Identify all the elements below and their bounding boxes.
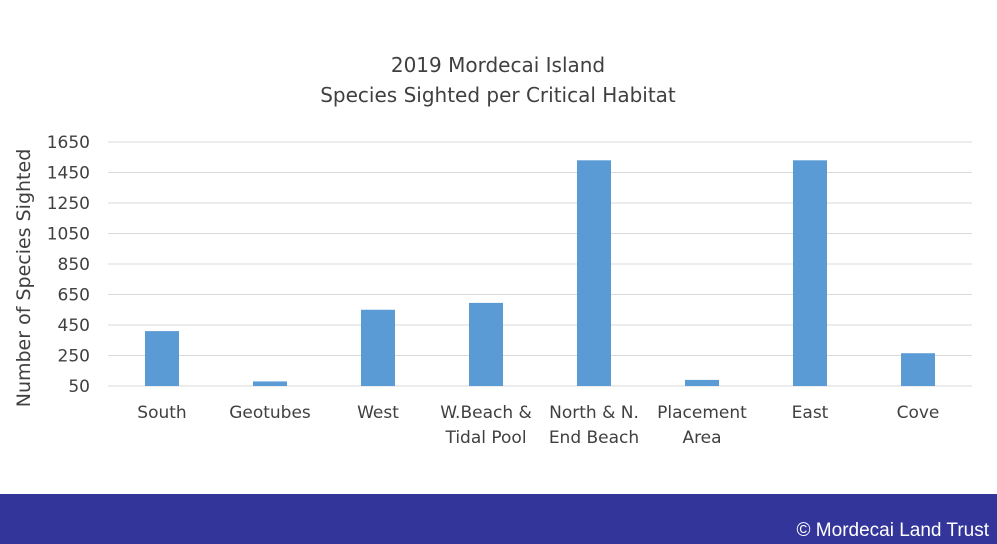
x-tick-label: East: [792, 403, 829, 423]
y-axis-ticks: 50 250 450 650 850 1050 1250 1450 1650: [47, 133, 90, 397]
chart-title-line: 2019 Mordecai Island: [391, 53, 605, 77]
footer-bar: © Mordecai Land Trust: [0, 494, 997, 544]
x-tick-label: Geotubes: [229, 403, 311, 423]
x-tick-label-line: W.Beach &: [440, 403, 532, 423]
bar: [361, 309, 395, 386]
x-axis-ticks: South Geotubes West W.Beach & Tidal Pool Nort…: [137, 403, 939, 448]
x-tick-label: Placement Area: [657, 403, 747, 448]
y-tick-label: 1250: [47, 194, 90, 214]
x-tick-label: South: [137, 403, 186, 423]
y-tick-label: 250: [58, 347, 90, 367]
y-tick-label: 1050: [47, 225, 90, 245]
chart-title: 2019 Mordecai Island Species Sighted per …: [320, 53, 676, 107]
bar: [577, 160, 611, 386]
x-tick-label: W.Beach & Tidal Pool: [440, 403, 532, 448]
gridlines: [108, 141, 972, 387]
bar: [793, 160, 827, 386]
bar-chart: 2019 Mordecai Island Species Sighted per …: [13, 53, 972, 448]
bar: [145, 331, 179, 386]
y-tick-label: 850: [58, 255, 90, 275]
x-tick-label: Cove: [897, 403, 940, 423]
bars: [145, 160, 935, 386]
x-tick-label-line: Placement: [657, 403, 747, 423]
bar: [469, 302, 503, 386]
chart-title-line: Species Sighted per Critical Habitat: [320, 83, 676, 107]
x-tick-label: West: [357, 403, 399, 423]
x-tick-label: North & N. End Beach: [549, 403, 639, 448]
x-tick-label-line: West: [357, 403, 399, 423]
x-tick-label-line: North & N.: [549, 403, 639, 423]
y-tick-label: 650: [58, 286, 90, 306]
x-tick-label-line: End Beach: [549, 428, 639, 448]
bar: [901, 353, 935, 386]
y-tick-label: 1450: [47, 164, 90, 184]
y-axis-label: Number of Species Sighted: [13, 149, 35, 408]
bar: [253, 381, 287, 386]
x-tick-label-line: Geotubes: [229, 403, 311, 423]
y-tick-label: 450: [58, 316, 90, 336]
x-tick-label-line: Tidal Pool: [444, 428, 526, 448]
copyright-text: © Mordecai Land Trust: [796, 520, 989, 541]
x-tick-label-line: East: [792, 403, 829, 423]
y-tick-label: 1650: [47, 133, 90, 153]
y-tick-label: 50: [68, 377, 90, 397]
x-tick-label-line: Area: [682, 428, 721, 448]
x-tick-label-line: South: [137, 403, 186, 423]
bar: [685, 379, 719, 386]
x-tick-label-line: Cove: [897, 403, 940, 423]
